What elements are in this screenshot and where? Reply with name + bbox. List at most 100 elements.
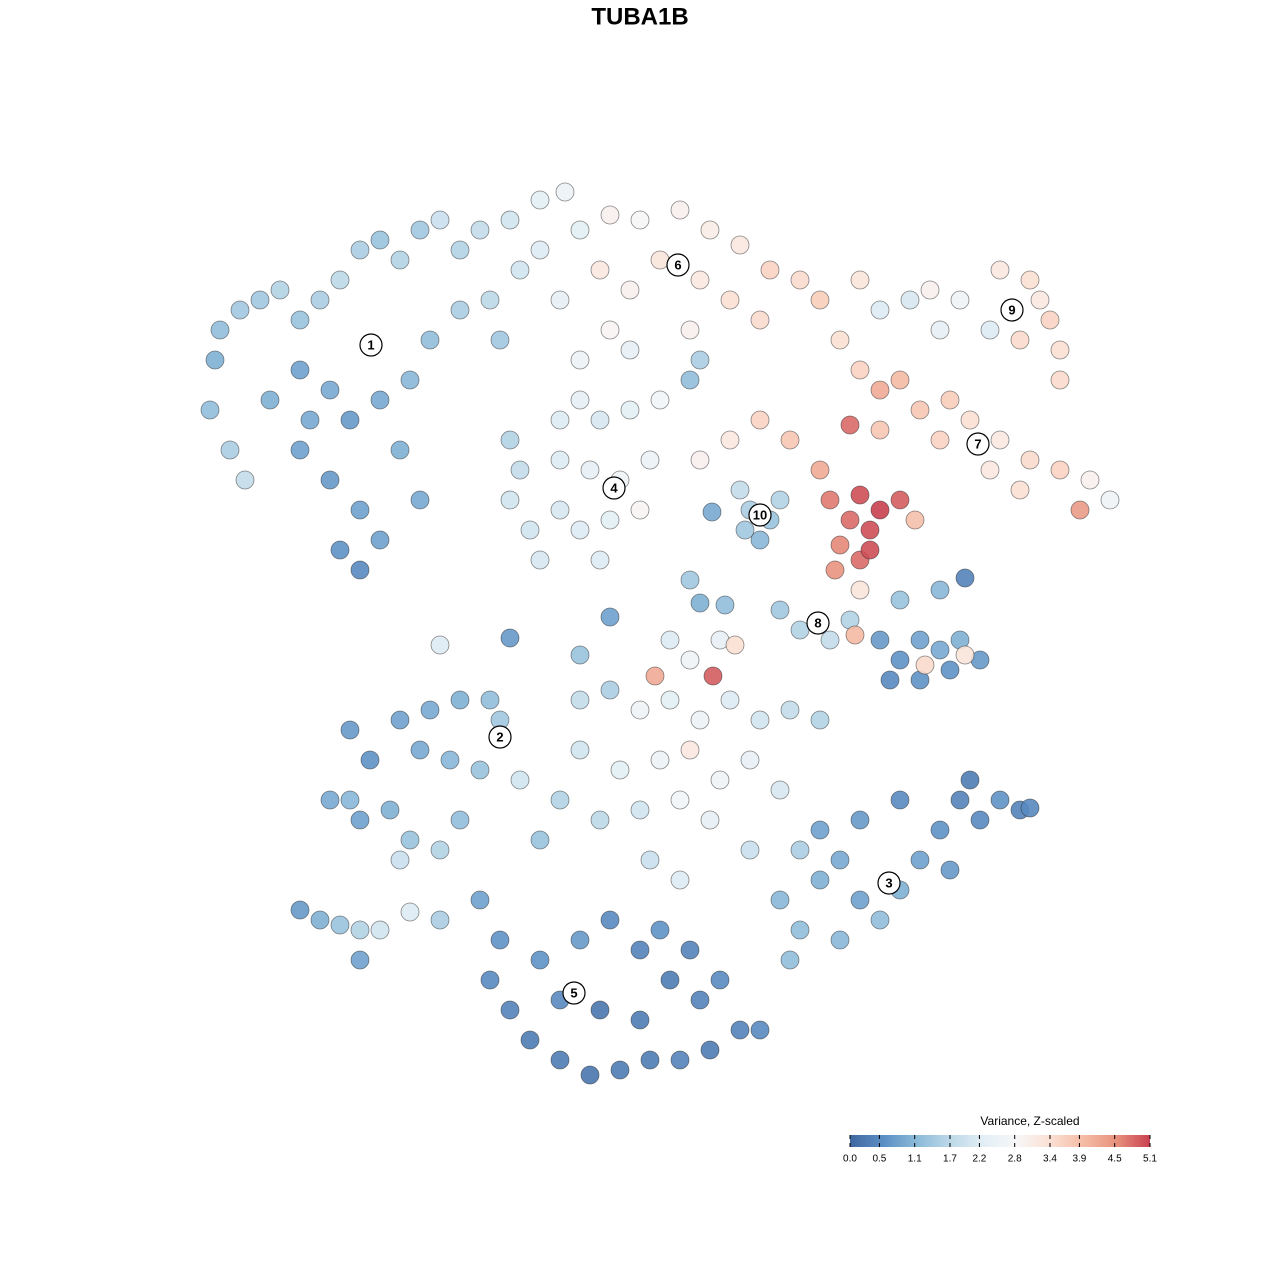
point (870, 380, 890, 400)
point (930, 580, 950, 600)
point (650, 390, 670, 410)
cluster-label: 10 (753, 507, 767, 522)
point (590, 810, 610, 830)
point (530, 950, 550, 970)
point (810, 870, 830, 890)
point (530, 550, 550, 570)
point (600, 910, 620, 930)
point (270, 280, 290, 300)
cluster-label-badge (359, 333, 383, 357)
point (700, 220, 720, 240)
colorbar-title: Variance, Z-scaled (980, 1114, 1079, 1128)
point (400, 830, 420, 850)
point (880, 670, 900, 690)
point (550, 410, 570, 430)
cluster-label: 2 (496, 729, 503, 744)
point (790, 840, 810, 860)
point (720, 690, 740, 710)
point (220, 440, 240, 460)
point (990, 790, 1010, 810)
point (650, 250, 670, 270)
colorbar-ticks: 0.0 0.5 1.1 1.7 2.2 2.8 3.4 3.9 4.5 5.1 (843, 1135, 1157, 1165)
point (480, 690, 500, 710)
point (710, 770, 730, 790)
point (300, 410, 320, 430)
point (235, 470, 255, 490)
point (350, 560, 370, 580)
point (1010, 330, 1030, 350)
point (490, 330, 510, 350)
point (810, 820, 830, 840)
point (690, 270, 710, 290)
point (900, 290, 920, 310)
point (640, 450, 660, 470)
cluster-labels-layer: 1 2 3 4 5 6 7 8 9 10 (359, 253, 1024, 1005)
point (980, 320, 1000, 340)
point (830, 930, 850, 950)
point (955, 645, 975, 665)
point (450, 300, 470, 320)
point (400, 902, 420, 922)
colorbar-tick-label: 4.5 (1108, 1154, 1122, 1165)
point (330, 915, 350, 935)
cluster-label-badge (602, 476, 626, 500)
point (825, 560, 845, 580)
point (590, 1000, 610, 1020)
points-layer (200, 182, 1120, 1085)
point (810, 710, 830, 730)
point (850, 580, 870, 600)
point (640, 850, 660, 870)
point (350, 950, 370, 970)
point (750, 410, 770, 430)
point (500, 490, 520, 510)
cluster-label: 1 (367, 337, 374, 352)
point (700, 810, 720, 830)
point (790, 920, 810, 940)
point (430, 840, 450, 860)
point (910, 850, 930, 870)
point (620, 280, 640, 300)
point (370, 390, 390, 410)
point (430, 635, 450, 655)
point (200, 400, 220, 420)
point (350, 500, 370, 520)
point (1040, 310, 1060, 330)
point (700, 1040, 720, 1060)
point (820, 630, 840, 650)
point (570, 740, 590, 760)
point (860, 520, 880, 540)
point (600, 680, 620, 700)
point (905, 510, 925, 530)
point (370, 230, 390, 250)
cluster-label-badge (966, 432, 990, 456)
point (680, 650, 700, 670)
point (630, 210, 650, 230)
point (290, 310, 310, 330)
point (210, 320, 230, 340)
point (440, 750, 460, 770)
point (590, 550, 610, 570)
point (1030, 290, 1050, 310)
point (930, 820, 950, 840)
point (955, 568, 975, 588)
point (690, 350, 710, 370)
point (620, 400, 640, 420)
point (770, 890, 790, 910)
cluster-label-badge (877, 871, 901, 895)
point (680, 370, 700, 390)
point (870, 300, 890, 320)
point (960, 770, 980, 790)
colorbar-tick-label: 1.1 (908, 1154, 922, 1165)
point (790, 270, 810, 290)
point (850, 270, 870, 290)
point (750, 310, 770, 330)
point (430, 910, 450, 930)
point (340, 790, 360, 810)
point (730, 1020, 750, 1040)
point (630, 1010, 650, 1030)
point (930, 320, 950, 340)
point (400, 370, 420, 390)
point (910, 400, 930, 420)
point (330, 270, 350, 290)
point (680, 940, 700, 960)
